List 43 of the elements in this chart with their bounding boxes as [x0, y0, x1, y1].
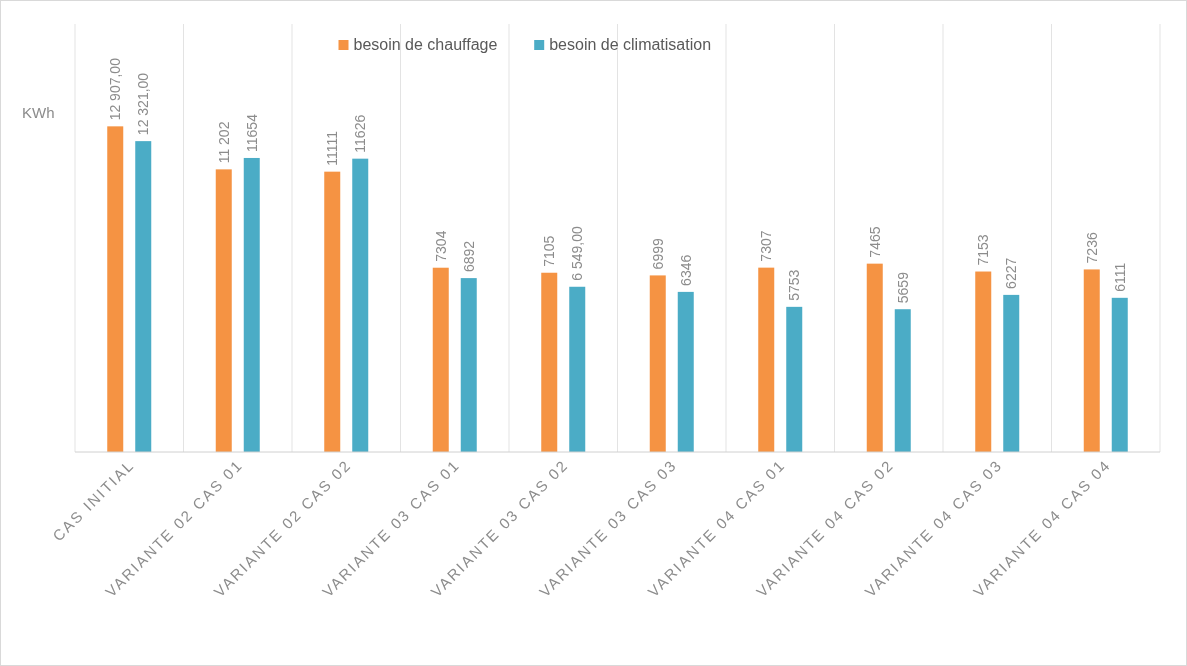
data-label: 6892	[460, 240, 477, 273]
bar	[569, 286, 586, 452]
bar	[460, 278, 477, 452]
data-label: 6227	[1003, 257, 1020, 289]
bar	[1003, 294, 1020, 452]
data-label: 7465	[866, 226, 883, 258]
data-label: 7307	[758, 230, 775, 262]
bar	[215, 169, 232, 452]
data-label: 5659	[894, 271, 911, 304]
data-label: 7105	[541, 235, 558, 267]
data-label: 6111	[1111, 262, 1128, 292]
data-label: 7153	[975, 234, 992, 266]
data-label: 11 202	[215, 121, 232, 164]
bar	[975, 271, 992, 452]
bar	[758, 267, 775, 452]
data-label: 6346	[677, 254, 694, 286]
bar	[107, 126, 124, 452]
data-label: 6 549,00	[569, 226, 586, 281]
data-label: 7304	[432, 230, 449, 262]
bar	[352, 158, 369, 452]
bar	[1083, 269, 1100, 452]
y-axis-title: KWh	[22, 104, 55, 121]
bar	[541, 272, 558, 452]
bar	[1111, 297, 1128, 452]
data-label: 11111	[324, 130, 341, 166]
legend-label: besoin de chauffage	[353, 36, 498, 53]
bar	[243, 157, 260, 452]
bar	[649, 275, 666, 452]
bar	[324, 171, 341, 452]
data-label: 12 907,00	[107, 57, 124, 121]
data-label: 5753	[786, 269, 803, 301]
bar	[866, 263, 883, 452]
bar	[786, 306, 803, 452]
data-label: 11626	[352, 114, 369, 153]
data-label: 11654	[243, 113, 260, 152]
legend-label: besoin de climatisation	[549, 36, 712, 53]
bar	[432, 267, 449, 452]
data-label: 6999	[649, 238, 666, 270]
bar	[894, 309, 911, 452]
bar	[677, 291, 694, 452]
data-label: 7236	[1083, 232, 1100, 264]
bar	[135, 141, 152, 452]
data-label: 12 321,00	[135, 72, 152, 136]
